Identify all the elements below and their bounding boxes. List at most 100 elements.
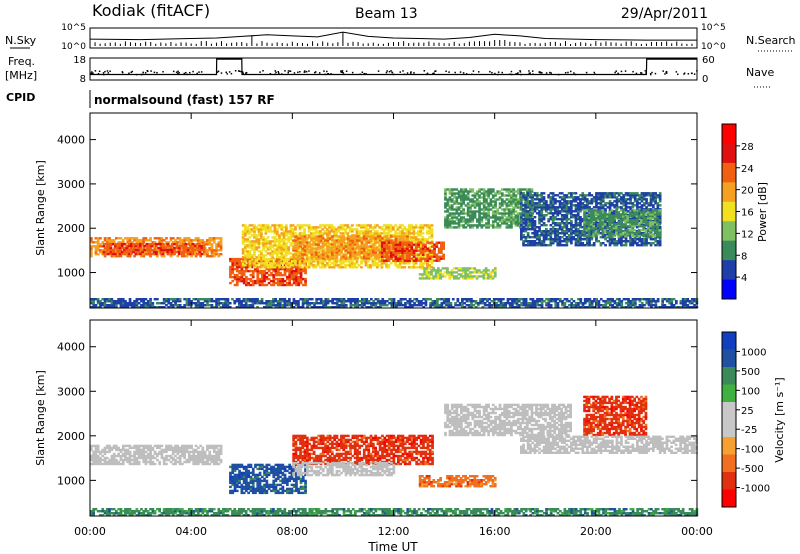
scatter-cell [124, 253, 127, 256]
scatter-cell [565, 224, 569, 227]
scatter-cell [256, 267, 260, 271]
scatter-cell [542, 222, 546, 225]
scatter-cell [319, 237, 323, 240]
scatter-cell [592, 242, 596, 245]
scatter-cell [335, 228, 338, 231]
scatter-cell [446, 200, 450, 203]
scatter-cell [526, 200, 529, 203]
scatter-cell [563, 202, 566, 205]
scatter-cell [507, 210, 511, 213]
scatter-cell [415, 249, 418, 252]
scatter-cell [512, 194, 516, 197]
scatter-cell [586, 200, 589, 203]
scatter-cell [196, 242, 199, 246]
scatter-cell [615, 244, 619, 247]
scatter-cell [294, 257, 298, 260]
scatter-cell [570, 196, 573, 199]
scatter-cell [485, 214, 488, 217]
scatter-cell [294, 260, 297, 263]
scatter-cell [287, 236, 290, 239]
scatter-cell [615, 242, 619, 245]
scatter-cell [421, 224, 425, 227]
nave-dot [238, 70, 241, 72]
scatter-cell [526, 214, 530, 217]
scatter-cell [405, 255, 409, 258]
scatter-cell [570, 208, 573, 211]
scatter-cell [355, 266, 359, 269]
scatter-cell [312, 253, 316, 256]
scatter-cell [241, 252, 245, 255]
scatter-cell [314, 260, 318, 263]
scatter-cell [335, 236, 338, 239]
scatter-cell [255, 258, 259, 261]
nave-dot [153, 71, 156, 74]
scatter-cell [198, 248, 201, 252]
scatter-cell [275, 262, 279, 265]
scatter-cell [401, 232, 404, 235]
scatter-cell [94, 241, 98, 244]
scatter-cell [275, 254, 279, 257]
scatter-cell [229, 259, 232, 263]
scatter-cell [282, 254, 286, 257]
scatter-cell [595, 206, 598, 209]
scatter-cell [157, 246, 160, 250]
scatter-cell [292, 273, 296, 277]
scatter-cell [266, 264, 270, 267]
scatter-cell [615, 200, 619, 203]
scatter-cell [305, 266, 309, 269]
scatter-cell [633, 196, 637, 199]
scatter-cell [152, 250, 156, 254]
scatter-cell [219, 247, 223, 250]
scatter-cell [433, 251, 436, 254]
scatter-cell [248, 250, 252, 253]
scatter-cell [233, 261, 237, 265]
scatter-cell [533, 204, 537, 207]
scatter-cell [478, 220, 481, 223]
nave-dot [128, 72, 130, 75]
scatter-cell [615, 206, 619, 209]
scatter-cell [136, 250, 140, 254]
scatter-cell [626, 240, 630, 243]
scatter-cell [437, 277, 440, 280]
scatter-cell [526, 240, 530, 243]
scatter-cell [264, 232, 268, 235]
scatter-cell [356, 257, 359, 260]
scatter-cell [633, 198, 637, 201]
scatter-cell [90, 251, 93, 254]
scatter-cell [173, 252, 176, 256]
scatter-cell [229, 273, 232, 277]
scatter-cell [299, 243, 302, 246]
scatter-cell [276, 279, 280, 283]
scatter-cell [519, 194, 522, 197]
scatter-cell [633, 238, 637, 241]
scatter-cell [551, 194, 555, 197]
nave-dot [454, 71, 456, 74]
scatter-cell [319, 247, 323, 250]
scatter-cell [476, 192, 479, 195]
scatter-cell [629, 244, 632, 247]
scatter-cell [360, 251, 364, 254]
scatter-cell [478, 206, 481, 209]
scatter-cell [640, 206, 644, 209]
scatter-cell [396, 228, 400, 231]
scatter-cell [601, 242, 605, 245]
scatter-cell [520, 224, 523, 227]
scatter-cell [374, 239, 377, 242]
scatter-cell [480, 226, 484, 229]
scatter-cell [126, 241, 130, 244]
nave-dot [323, 70, 325, 72]
scatter-cell [264, 266, 268, 269]
scatter-cell [494, 200, 497, 203]
scatter-cell [620, 240, 623, 243]
scatter-cell [448, 220, 452, 223]
scatter-cell [369, 255, 373, 258]
scatter-cell [399, 239, 402, 242]
scatter-cell [90, 245, 93, 248]
scatter-cell [496, 210, 500, 213]
scatter-cell [430, 269, 433, 272]
nave-dot [432, 72, 434, 75]
scatter-cell [501, 188, 504, 191]
nave-dot [308, 70, 310, 72]
scatter-cell [319, 224, 322, 227]
scatter-cell [538, 228, 541, 231]
